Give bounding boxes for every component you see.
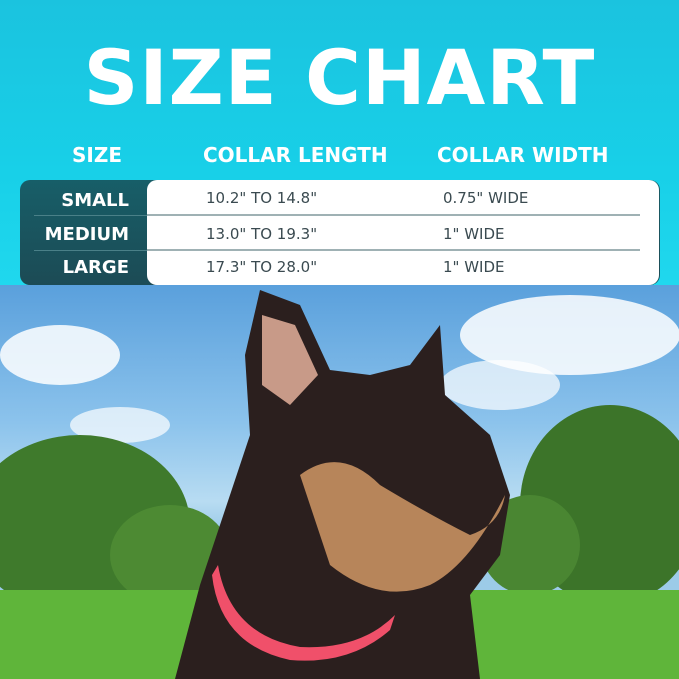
size-label: SMALL	[61, 190, 129, 211]
collar-length: 10.2" TO 14.8"	[206, 189, 318, 207]
header-collar-length: COLLAR LENGTH	[203, 143, 388, 167]
size-table-body	[147, 180, 659, 285]
collar-length: 13.0" TO 19.3"	[206, 225, 318, 243]
row-divider	[34, 215, 147, 216]
row-divider	[34, 250, 147, 251]
cloud	[0, 325, 120, 385]
dog-muzzle	[300, 462, 505, 592]
size-label: MEDIUM	[44, 224, 129, 245]
cloud	[70, 407, 170, 443]
row-divider	[147, 214, 640, 216]
cloud	[460, 295, 679, 375]
row-divider	[147, 249, 640, 251]
collar-width: 1" WIDE	[443, 225, 505, 243]
header-collar-width: COLLAR WIDTH	[437, 143, 609, 167]
collar-length: 17.3" TO 28.0"	[206, 258, 318, 276]
trees-left	[110, 505, 230, 605]
header-size: SIZE	[72, 143, 123, 167]
collar-width: 1" WIDE	[443, 258, 505, 276]
cloud	[440, 360, 560, 410]
dog-ear	[262, 315, 318, 405]
collar	[212, 565, 395, 661]
collar-width: 0.75" WIDE	[443, 189, 529, 207]
dog-photo-illustration	[0, 290, 679, 679]
dog-photo	[0, 285, 679, 679]
page-title: SIZE CHART	[83, 33, 596, 122]
size-label: LARGE	[62, 257, 129, 278]
